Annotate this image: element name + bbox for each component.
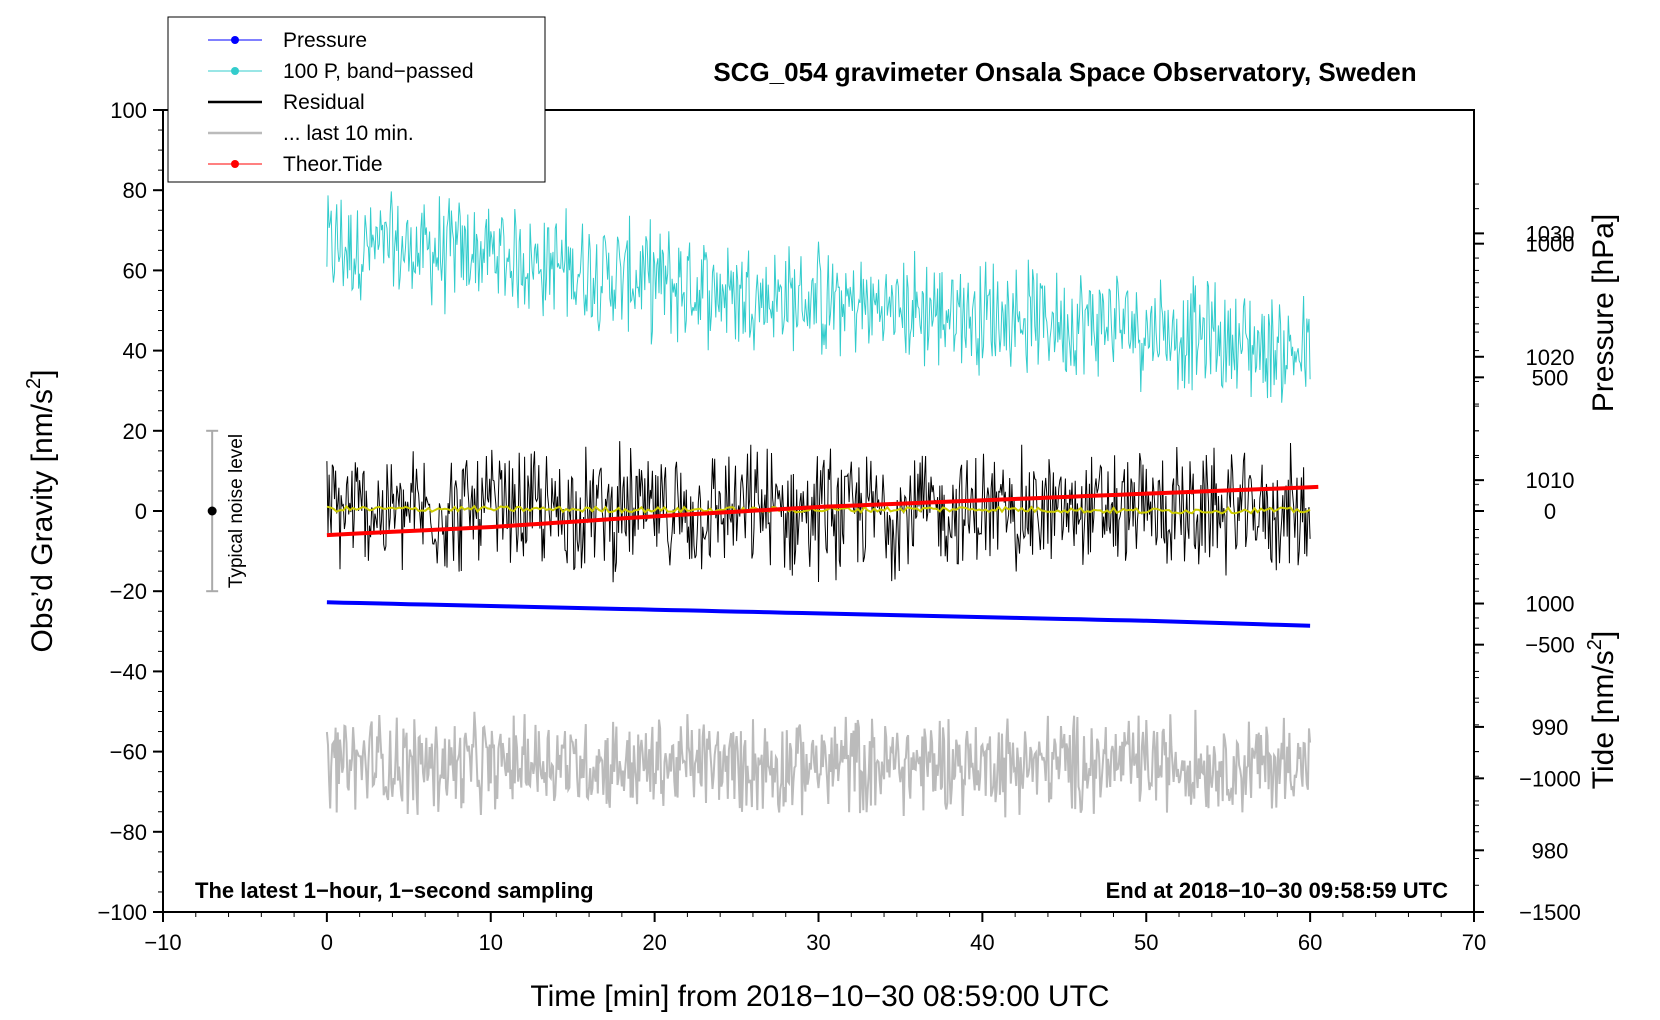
tide-tick-label: −1000	[1519, 766, 1581, 791]
legend-label-1: 100 P, band−passed	[283, 60, 474, 83]
pressure-tick-label: 990	[1532, 715, 1569, 740]
series-line-4	[325, 709, 1312, 818]
x-axis-title: Time [min] from 2018−10−30 08:59:00 UTC	[530, 980, 1109, 1013]
x-tick-label: 30	[806, 930, 830, 955]
x-tick-label: −10	[144, 930, 181, 955]
legend-label-2: Residual	[283, 91, 365, 114]
series-layer	[325, 191, 1319, 818]
y-axis-tide: −1500 −1000 −500 0 500 1000	[1474, 232, 1581, 925]
series-line-5	[326, 484, 1319, 538]
tide-tick-label: 0	[1544, 499, 1556, 524]
x-axis: −10 0 10 20 30 40 50 60 70	[144, 912, 1486, 955]
legend-box	[167, 16, 546, 183]
y-tick-label: −60	[110, 740, 147, 765]
x-tick-label: 40	[970, 930, 994, 955]
series-line-2	[326, 441, 1311, 583]
pressure-tick-label: 1010	[1526, 468, 1575, 493]
x-tick-label: 20	[642, 930, 666, 955]
chart-title: SCG_054 gravimeter Onsala Space Observat…	[713, 57, 1416, 87]
series-line-0	[326, 600, 1311, 628]
series-line-1	[326, 191, 1311, 403]
legend-marker-1	[231, 67, 239, 75]
legend-label-0: Pressure	[283, 29, 367, 52]
pressure-tick-label: 1020	[1526, 345, 1575, 370]
y-tick-label: −20	[110, 579, 147, 604]
legend: Pressure 100 P, band−passed Residual ... la…	[167, 16, 546, 183]
noise-bar: Typical noise level	[206, 429, 247, 593]
tide-tick-label: 1000	[1526, 232, 1575, 257]
pressure-tick-label: 1030	[1526, 221, 1575, 246]
x-tick-label: 10	[479, 930, 503, 955]
y-axis-tide-title: Tide [nm/s2]	[1584, 631, 1620, 789]
x-tick-label: 70	[1462, 930, 1486, 955]
series-line-3	[326, 504, 1311, 515]
y-axis-pressure-title: Pressure [hPa]	[1587, 214, 1620, 412]
y-tick-label: 80	[123, 178, 147, 203]
pressure-tick-label: 1000	[1526, 592, 1575, 617]
y-axis-pressure: 980 990 1000 1010 1020 1030	[1474, 183, 1575, 863]
noise-bar-label: Typical noise level	[226, 434, 247, 588]
y-tick-label: −40	[110, 659, 147, 684]
legend-label-3: ... last 10 min.	[283, 122, 414, 145]
annotation-left: The latest 1−hour, 1−second sampling	[195, 878, 594, 903]
y-tick-label: −100	[97, 900, 147, 925]
y-axis-left: −100 −80 −60 −40 −20 0 20 40 60 80 100	[97, 98, 163, 925]
tide-tick-label: −500	[1525, 633, 1575, 658]
legend-marker-4	[231, 160, 239, 168]
x-tick-label: 50	[1134, 930, 1158, 955]
y-tick-label: 100	[110, 98, 147, 123]
y-tick-label: 0	[135, 499, 147, 524]
legend-label-4: Theor.Tide	[283, 153, 383, 176]
y-tick-label: 20	[123, 419, 147, 444]
tide-tick-label: 500	[1532, 365, 1569, 390]
noise-bar-dot	[207, 506, 217, 516]
pressure-tick-label: 980	[1532, 838, 1569, 863]
x-tick-label: 60	[1298, 930, 1322, 955]
y-tick-label: 40	[123, 339, 147, 364]
y-axis-tide-title-sup: 2	[1584, 639, 1606, 650]
x-tick-label: 0	[321, 930, 333, 955]
annotation-right: End at 2018−10−30 09:58:59 UTC	[1106, 878, 1449, 903]
y-axis-left-title: Obs’d Gravity [nm/s2]	[23, 370, 59, 653]
legend-marker-0	[231, 36, 239, 44]
y-tick-label: −80	[110, 820, 147, 845]
y-tick-label: 60	[123, 258, 147, 283]
tide-tick-label: −1500	[1519, 900, 1581, 925]
y-axis-left-title-sup: 2	[23, 378, 45, 389]
